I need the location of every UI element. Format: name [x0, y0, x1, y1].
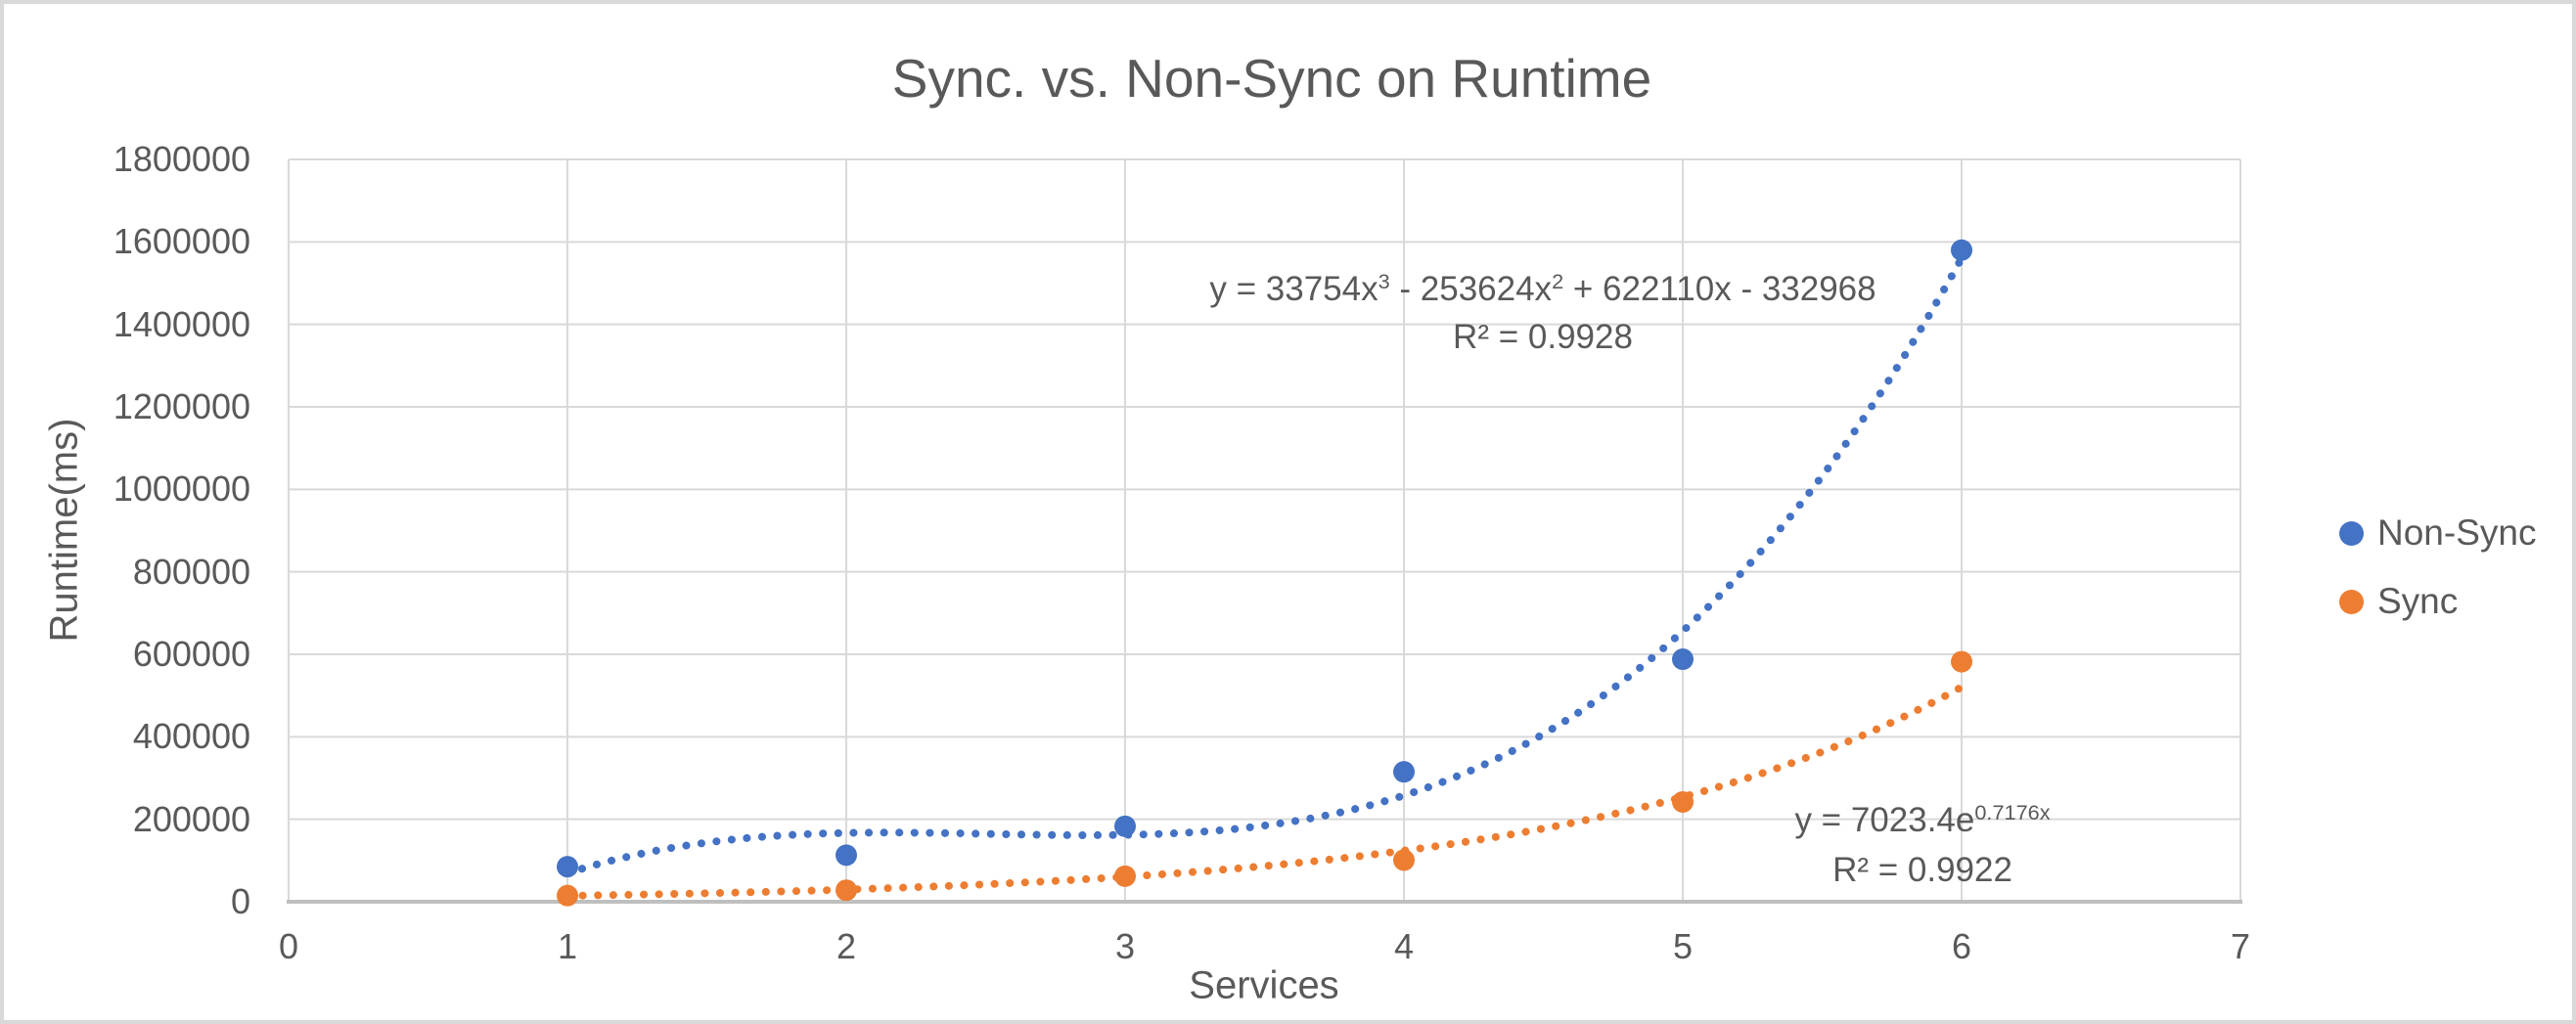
y-tick-label: 0	[230, 881, 250, 921]
trendline-equation-nonsync[interactable]: y = 33754x3 - 253624x2 + 622110x - 33296…	[1209, 257, 1876, 361]
equation-superscript: 0.7176x	[1974, 800, 2051, 825]
y-tick-label: 400000	[132, 716, 250, 757]
trendline-formula-sync: y = 7023.4e0.7176x	[1794, 787, 2050, 845]
data-point-non-sync-x6[interactable]	[1951, 239, 1972, 261]
data-point-sync-x6[interactable]	[1951, 650, 1972, 673]
data-point-sync-x1[interactable]	[557, 884, 578, 907]
legend-item-non-sync[interactable]: Non-Sync	[2339, 512, 2536, 554]
trendline-r-squared-nonsync: R² = 0.9928	[1453, 317, 1633, 356]
legend-marker-icon	[2339, 589, 2364, 614]
data-point-sync-x4[interactable]	[1393, 849, 1415, 871]
legend-marker-icon	[2339, 520, 2364, 546]
x-axis-title[interactable]: Services	[1189, 963, 1339, 1007]
equation-text: y = 33754x	[1209, 269, 1378, 308]
y-tick-label: 1400000	[113, 303, 250, 344]
chart-title[interactable]: Sync. vs. Non-Sync on Runtime	[891, 48, 1652, 109]
y-tick-label: 600000	[132, 634, 250, 674]
data-point-non-sync-x2[interactable]	[836, 844, 857, 867]
x-tick-label: 1	[557, 926, 578, 966]
data-point-sync-x2[interactable]	[836, 879, 857, 902]
legend-label: Sync	[2377, 581, 2459, 621]
y-axis-title[interactable]: Runtime(ms)	[42, 418, 86, 643]
data-point-non-sync-x5[interactable]	[1672, 648, 1694, 671]
y-tick-label: 800000	[132, 551, 250, 592]
trendline-r-squared-sync: R² = 0.9922	[1832, 850, 2012, 889]
x-tick-label: 0	[278, 926, 299, 966]
y-tick-label: 1000000	[113, 468, 250, 510]
trendline-sync[interactable]	[564, 683, 1966, 900]
equation-text: - 253624x	[1389, 269, 1553, 308]
trendline-formula-nonsync: y = 33754x3 - 253624x2 + 622110x - 33296…	[1209, 257, 1876, 313]
equation-text: y = 7023.4e	[1794, 800, 1975, 839]
y-tick-label: 1600000	[113, 221, 250, 262]
x-tick-label: 3	[1114, 926, 1136, 966]
legend-label: Non-Sync	[2377, 512, 2537, 553]
y-tick-label: 200000	[132, 798, 250, 839]
data-point-non-sync-x1[interactable]	[557, 856, 578, 878]
data-point-non-sync-x3[interactable]	[1114, 815, 1136, 837]
equation-text: + 622110x - 332968	[1563, 269, 1876, 308]
x-tick-label: 2	[836, 926, 857, 966]
data-point-sync-x3[interactable]	[1114, 865, 1136, 887]
y-tick-label: 1200000	[113, 386, 250, 426]
trendline-non-sync[interactable]	[564, 254, 1966, 877]
data-point-non-sync-x4[interactable]	[1393, 761, 1415, 783]
data-point-sync-x5[interactable]	[1672, 790, 1694, 813]
x-tick-label: 5	[1672, 926, 1694, 966]
x-tick-label: 4	[1393, 926, 1415, 966]
trendline-equation-sync[interactable]: y = 7023.4e0.7176x R² = 0.9922	[1794, 787, 2050, 895]
x-tick-label: 7	[2230, 926, 2251, 966]
legend-item-sync[interactable]: Sync	[2339, 581, 2458, 622]
equation-superscript: 3	[1378, 269, 1390, 294]
equation-superscript: 2	[1552, 269, 1564, 294]
y-tick-label: 1800000	[113, 139, 250, 179]
x-tick-label: 6	[1951, 926, 1972, 966]
